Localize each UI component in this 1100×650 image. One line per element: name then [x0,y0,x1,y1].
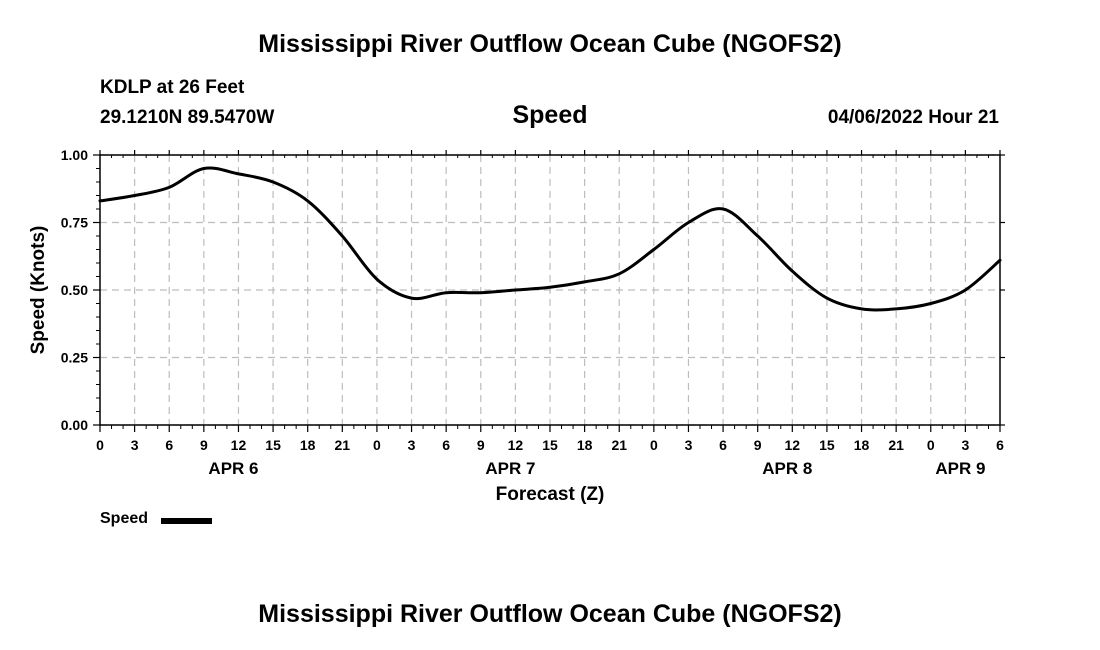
x-tick-label: 18 [854,437,870,453]
y-tick-label: 0.25 [61,350,88,366]
x-tick-label: 6 [442,437,450,453]
legend-label-speed: Speed [100,510,149,527]
chart-title-top: Mississippi River Outflow Ocean Cube (NG… [258,30,842,58]
x-tick-label: 12 [231,437,247,453]
y-tick-label: 0.75 [61,215,88,231]
x-tick-label: 12 [508,437,524,453]
date-label: APR 7 [485,459,535,478]
x-tick-label: 18 [300,437,316,453]
x-tick-label: 0 [96,437,104,453]
date-label: APR 6 [208,459,258,478]
x-tick-label: 15 [542,437,558,453]
x-tick-label: 3 [961,437,969,453]
x-tick-label: 21 [335,437,351,453]
series-line-speed [98,166,1002,312]
x-tick-label: 6 [719,437,727,453]
legend-swatch-speed [161,518,212,524]
chart-subtitle: Speed [512,101,588,129]
x-tick-label: 21 [888,437,904,453]
x-tick-label: 6 [996,437,1004,453]
y-tick-labels: 0.00 0.25 0.50 0.75 1.00 [61,147,88,433]
location-label: 29.1210N 89.5470W [100,107,275,128]
x-tick-label: 21 [611,437,627,453]
x-tick-label: 15 [265,437,281,453]
date-labels: APR 6 APR 7 APR 8 APR 9 [208,459,985,478]
x-tick-label: 15 [819,437,835,453]
x-tick-label: 9 [200,437,208,453]
date-label: APR 8 [762,459,812,478]
chart-grid [100,154,1000,426]
x-tick-label: 12 [785,437,801,453]
x-tick-labels: 0 3 6 9 12 15 18 21 0 3 6 9 12 15 18 21 0 3 6 9 12 15 18 21 0 3 6 [96,437,1004,453]
x-tick-label: 0 [927,437,935,453]
axis-ticks [93,150,1005,432]
station-label: KDLP at 26 Feet [100,77,245,98]
date-label: APR 9 [935,459,985,478]
x-tick-label: 0 [650,437,658,453]
x-tick-label: 3 [685,437,693,453]
y-tick-label: 0.00 [61,417,88,433]
y-axis-label: Speed (Knots) [28,226,49,355]
x-tick-label: 3 [408,437,416,453]
x-tick-label: 6 [165,437,173,453]
datetime-label: 04/06/2022 Hour 21 [827,107,999,128]
y-tick-label: 0.50 [61,282,88,298]
y-tick-label: 1.00 [61,147,88,163]
x-tick-label: 9 [754,437,762,453]
chart-title-bottom: Mississippi River Outflow Ocean Cube (NG… [258,600,842,628]
x-axis-label: Forecast (Z) [496,484,605,505]
x-tick-label: 3 [131,437,139,453]
x-tick-label: 9 [477,437,485,453]
x-tick-label: 0 [373,437,381,453]
x-tick-label: 18 [577,437,593,453]
